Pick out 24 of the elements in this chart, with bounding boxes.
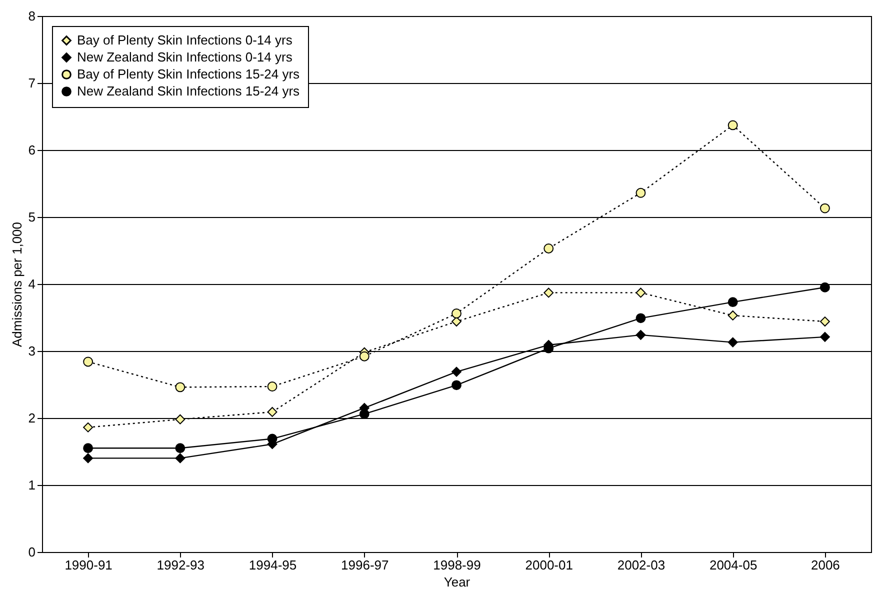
y-tick-label: 3 [28,344,36,358]
y-axis-title: Admissions per 1,000 [9,222,24,348]
y-tick-label: 7 [28,76,36,90]
legend-label: Bay of Plenty Skin Infections 0-14 yrs [77,32,293,48]
x-tick-label: 1994-95 [248,558,297,572]
x-tick-label: 2002-03 [617,558,666,572]
x-tick-label: 2000-01 [525,558,573,572]
legend-label: Bay of Plenty Skin Infections 15-24 yrs [77,66,300,82]
y-tick-label: 6 [28,142,36,158]
y-tick-label: 2 [28,410,36,426]
x-tick-label: 2006 [810,558,840,572]
x-tick-label: 1996-97 [341,558,389,572]
y-tick-label: 8 [28,8,36,24]
y-tick-label: 0 [28,544,36,560]
y-tick-label: 1 [28,478,36,492]
x-tick-label: 2004-05 [709,558,758,572]
x-axis-title: Year [444,574,471,590]
x-tick-label: 1998-99 [433,558,481,572]
x-tick-label: 1990-91 [64,558,112,572]
legend-label: New Zealand Skin Infections 15-24 yrs [77,84,300,98]
y-tick-label: 5 [28,210,36,224]
x-tick-label: 1992-93 [156,558,205,572]
legend-label: New Zealand Skin Infections 0-14 yrs [77,50,293,64]
y-tick-label: 4 [28,276,36,292]
